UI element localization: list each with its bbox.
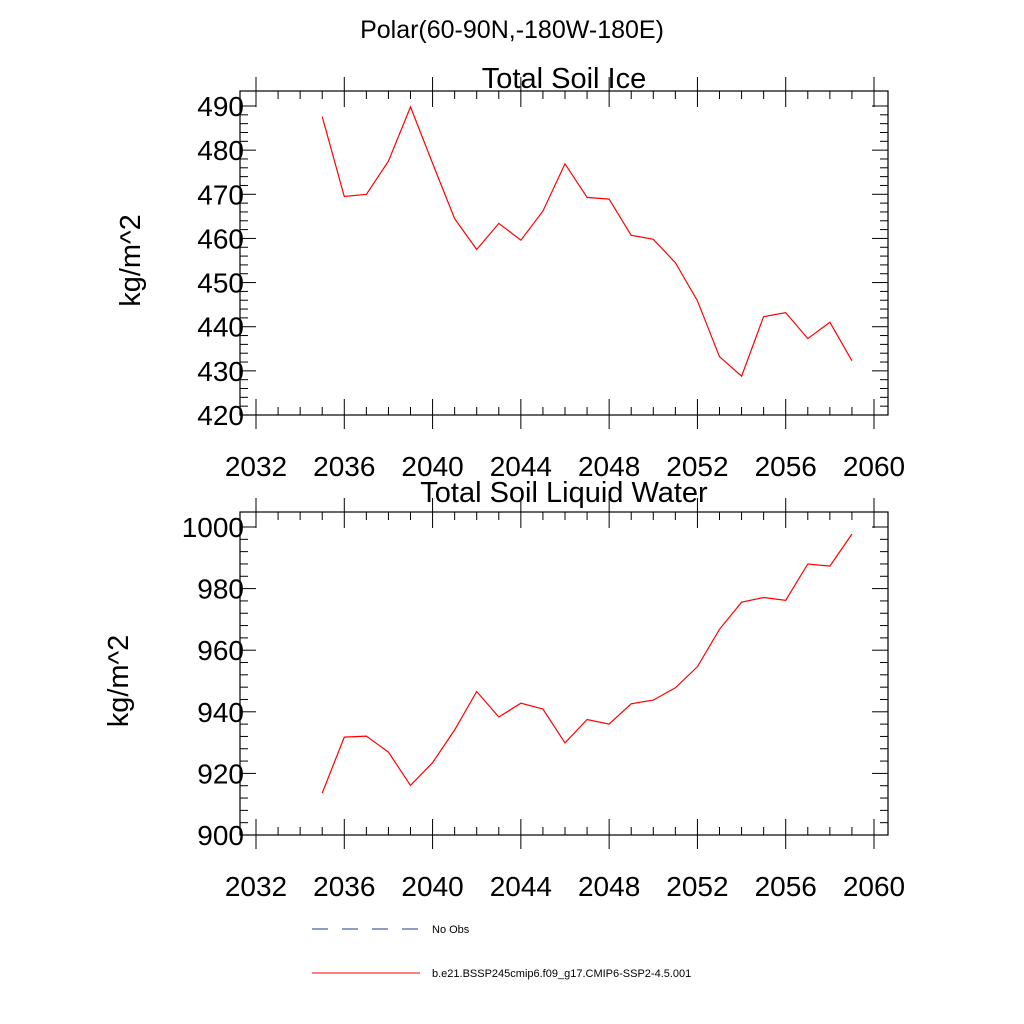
- chart-panel-1: Total Soil Ice kg/m^2 420 430 440 450 460 470 48…: [115, 63, 905, 482]
- y-tick-label: 980: [197, 574, 244, 605]
- legend: No Obs b.e21.BSSP245cmip6.f09_g17.CMIP6-S…: [312, 924, 691, 980]
- x-tick-label: 2032: [225, 871, 287, 902]
- x-tick-label: 2048: [578, 451, 640, 482]
- series-line-1: [321, 533, 853, 794]
- y-tick-label: 940: [197, 697, 244, 728]
- x-tick-label: 2060: [843, 871, 905, 902]
- x-tick-label: 2052: [666, 451, 728, 482]
- chart-title: Total Soil Liquid Water: [420, 477, 708, 509]
- x-tick-label: 2056: [755, 871, 817, 902]
- x-tick-label: 2052: [666, 871, 728, 902]
- y-tick-label: 1000: [182, 512, 244, 543]
- x-tick-label: 2048: [578, 871, 640, 902]
- x-tick-label: 2056: [755, 451, 817, 482]
- x-tick-label: 2060: [843, 451, 905, 482]
- x-tick-label: 2036: [313, 871, 375, 902]
- y-axis-label: kg/m^2: [103, 635, 135, 728]
- y-tick-label: 460: [197, 223, 244, 254]
- legend-label-model: b.e21.BSSP245cmip6.f09_g17.CMIP6-SSP2-4.…: [432, 968, 691, 980]
- y-tick-label: 480: [197, 135, 244, 166]
- y-tick-label: 900: [197, 820, 244, 851]
- x-tick-label: 2032: [225, 451, 287, 482]
- x-tick-label: 2040: [401, 451, 463, 482]
- x-tick-label: 2044: [490, 451, 552, 482]
- y-tick-label: 450: [197, 268, 244, 299]
- y-tick-label: 490: [197, 91, 244, 122]
- y-tick-label: 920: [197, 758, 244, 789]
- legend-label-no-obs: No Obs: [432, 924, 470, 936]
- plot-frame: [239, 90, 889, 416]
- y-tick-label: 960: [197, 635, 244, 666]
- x-tick-label: 2040: [401, 871, 463, 902]
- y-tick-label: 440: [197, 312, 244, 343]
- figure-title: Polar(60-90N,-180W-180E): [360, 16, 664, 44]
- y-tick-label: 470: [197, 179, 244, 210]
- y-axis-label: kg/m^2: [115, 214, 147, 307]
- x-tick-label: 2044: [490, 871, 552, 902]
- plot-frame: [239, 511, 889, 836]
- series-line-1: [321, 105, 853, 378]
- y-tick-label: 430: [197, 356, 244, 387]
- y-tick-label: 420: [197, 400, 244, 431]
- x-tick-label: 2036: [313, 451, 375, 482]
- chart-panel-2: Total Soil Liquid Water kg/m^2 900 920 940 96…: [103, 477, 905, 902]
- chart-title: Total Soil Ice: [482, 63, 646, 95]
